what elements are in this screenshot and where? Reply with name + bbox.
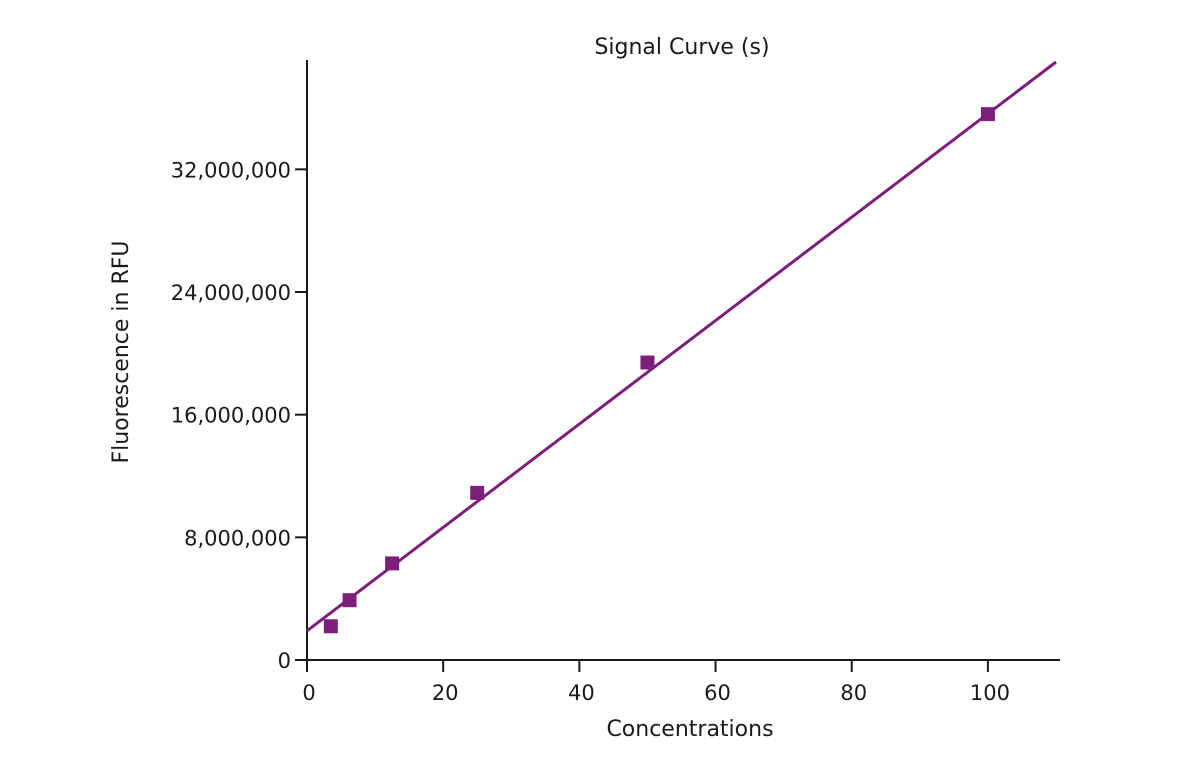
y-tick-label: 32,000,000 — [171, 158, 291, 182]
trendline-layer — [306, 60, 1057, 633]
data-points-layer — [323, 107, 995, 634]
data-point — [640, 355, 655, 370]
y-tick-label: 24,000,000 — [171, 281, 291, 305]
data-point — [323, 619, 338, 634]
x-tick-label: 20 — [432, 681, 459, 705]
x-tick-label: 100 — [970, 681, 1010, 705]
linear-trendline — [306, 60, 1057, 633]
data-point — [385, 556, 400, 571]
data-point — [470, 485, 485, 500]
chart-title: Signal Curve (s) — [594, 35, 769, 60]
y-axis: 0 8,000,000 16,000,000 24,000,000 32,000,000 — [171, 60, 308, 673]
data-point — [980, 107, 995, 122]
x-axis: 0 20 40 60 80 100 — [302, 659, 1060, 705]
y-tick-label: 0 — [278, 649, 291, 673]
y-tick-label: 16,000,000 — [171, 404, 291, 428]
y-axis-title: Fluorescence in RFU — [109, 240, 134, 463]
x-tick-label: 80 — [840, 681, 867, 705]
data-point — [342, 593, 357, 608]
x-axis-title: Concentrations — [606, 717, 773, 742]
x-tick-label: 60 — [704, 681, 731, 705]
y-tick-label: 8,000,000 — [184, 526, 291, 550]
x-tick-label: 40 — [568, 681, 595, 705]
x-tick-label: 0 — [302, 681, 315, 705]
